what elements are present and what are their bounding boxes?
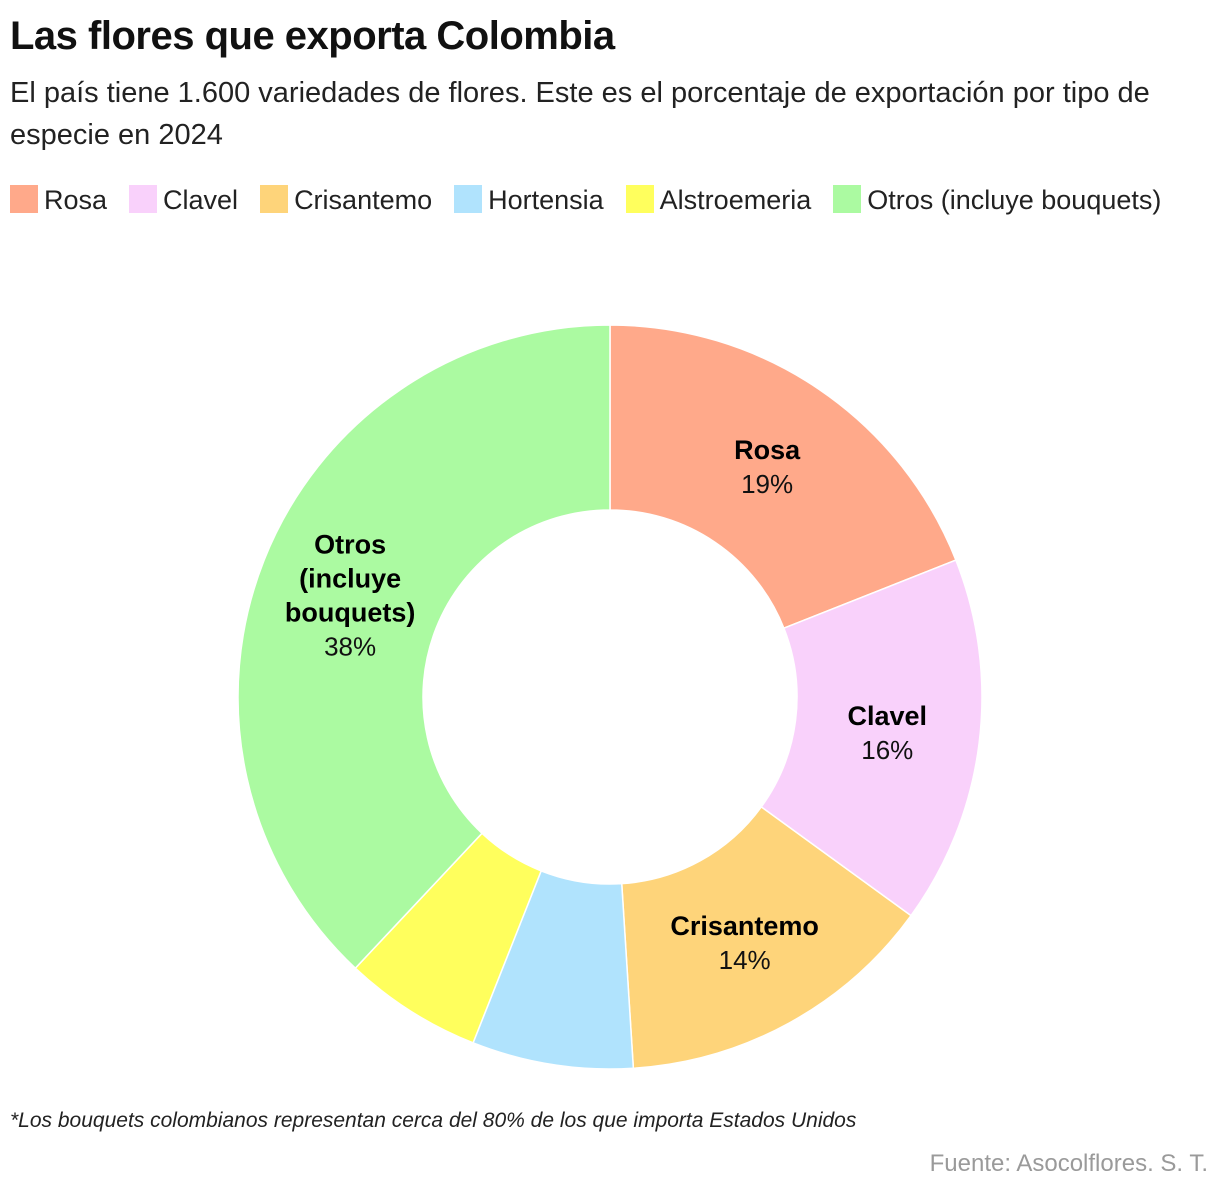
chart-title: Las flores que exporta Colombia (10, 14, 615, 58)
slice-otros-incluye-bouquets (237, 324, 611, 970)
legend-swatch (454, 185, 483, 213)
slice-label-crisantemo: Crisantemo 14% (670, 911, 819, 975)
slice-rosa (609, 324, 957, 630)
slice-label-value: 19% (741, 469, 793, 499)
legend-label: Clavel (163, 185, 239, 215)
legend-swatch (129, 185, 158, 213)
footnote: *Los bouquets colombianos representan ce… (10, 1109, 857, 1132)
donut-labels: Rosa 19% Clavel 16% Crisantemo 14% Otros (inclu… (285, 435, 927, 975)
slice-label-name: Clavel (848, 701, 928, 731)
legend-label: Crisantemo (294, 185, 433, 215)
legend-item-rosa: Rosa (10, 185, 107, 215)
slice-label-value: 16% (861, 735, 913, 765)
source-credit: Fuente: Asocolflores. S. T. (929, 1150, 1208, 1177)
legend-swatch (260, 185, 289, 213)
slice-label-name: Rosa (734, 435, 801, 465)
slice-label-value: 14% (719, 945, 771, 975)
slice-clavel (760, 559, 983, 917)
slice-crisantemo (620, 805, 913, 1070)
legend-label: Rosa (44, 185, 108, 215)
legend-item-crisantemo: Crisantemo (260, 185, 432, 215)
legend-swatch (625, 185, 654, 213)
legend-swatch (10, 185, 38, 213)
legend-label: Hortensia (488, 185, 604, 215)
slice-label-rosa: Rosa 19% (734, 435, 801, 499)
slice-label-name: Crisantemo (670, 911, 819, 941)
legend-item-otros-incluye-bouquets: Otros (incluye bouquets) (833, 185, 1161, 215)
slice-label-value: 38% (324, 631, 376, 661)
slice-label-name: bouquets) (285, 597, 415, 627)
slice-label-otros-incluye-bouquets: Otros (incluye bouquets) 38% (285, 529, 415, 661)
legend-item-alstroemeria: Alstroemeria (625, 185, 812, 215)
donut-slices (237, 324, 983, 1070)
chart-subtitle: El país tiene 1.600 variedades de flores… (10, 77, 1150, 151)
slice-label-name: (incluye (299, 563, 401, 593)
legend-item-hortensia: Hortensia (454, 185, 604, 215)
legend-label: Otros (incluye bouquets) (867, 185, 1162, 215)
slice-label-clavel: Clavel 16% (848, 701, 928, 765)
slice-label-name: Otros (314, 529, 386, 559)
legend-item-clavel: Clavel (129, 185, 238, 215)
legend-label: Alstroemeria (659, 185, 812, 215)
legend-swatch (833, 185, 862, 213)
donut-chart: Rosa 19% Clavel 16% Crisantemo 14% Otros (inclu… (237, 324, 983, 1070)
chart-legend: Rosa Clavel Crisantemo Hortensia Alstroemeri… (10, 180, 1210, 221)
